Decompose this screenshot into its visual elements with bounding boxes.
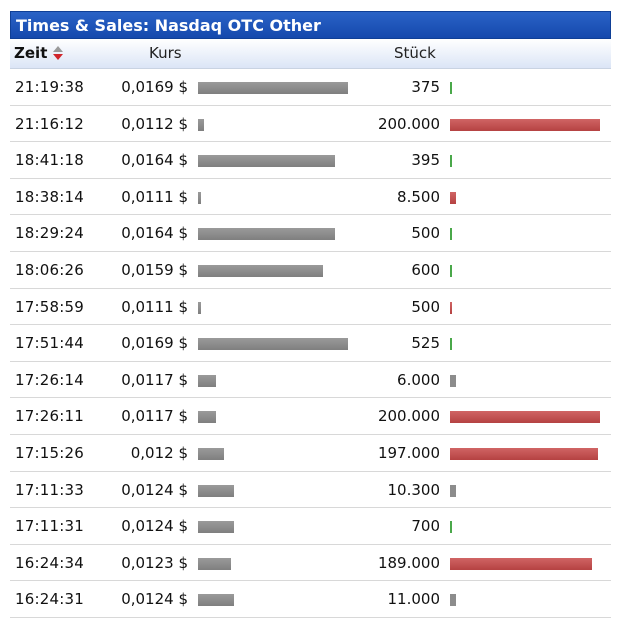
trade-quantity: 500 [411, 297, 440, 316]
trades-list: 21:19:38 0,0169 $ 375 21:16:12 0,0112 $ 200.0… [10, 69, 611, 618]
price-bar [198, 411, 216, 424]
trade-quantity: 600 [411, 260, 440, 279]
column-header-stueck[interactable]: Stück [394, 44, 436, 62]
trade-price: 0,0169 $ [121, 78, 188, 96]
quantity-bar [450, 264, 452, 277]
price-bar [198, 228, 335, 241]
trade-time: 17:26:14 [15, 370, 84, 389]
trade-quantity: 10.300 [387, 480, 441, 499]
trade-time: 17:58:59 [15, 297, 84, 316]
price-bar [198, 557, 231, 570]
table-row: 21:16:12 0,0112 $ 200.000 [10, 106, 611, 143]
trade-time: 17:51:44 [15, 334, 84, 353]
price-bar [198, 191, 201, 204]
quantity-bar [450, 374, 456, 387]
price-bar [198, 82, 348, 94]
trade-price: 0,0117 $ [121, 407, 188, 426]
trade-time: 17:11:31 [15, 517, 84, 536]
trade-quantity: 6.000 [397, 370, 440, 389]
trade-price: 0,0123 $ [121, 553, 188, 572]
trade-price: 0,0112 $ [121, 114, 188, 133]
table-row: 17:58:59 0,0111 $ 500 [10, 289, 611, 326]
trade-quantity: 375 [411, 78, 440, 96]
trade-price: 0,012 $ [130, 443, 188, 462]
table-row: 18:06:26 0,0159 $ 600 [10, 252, 611, 289]
table-row: 17:51:44 0,0169 $ 525 [10, 325, 611, 362]
price-bar [198, 118, 204, 131]
trade-quantity: 700 [411, 517, 440, 536]
quantity-bar [450, 411, 600, 424]
trade-price: 0,0124 $ [121, 517, 188, 536]
price-bar [198, 338, 348, 351]
trade-time: 21:16:12 [15, 114, 84, 133]
column-header-kurs[interactable]: Kurs [149, 44, 182, 62]
trade-quantity: 11.000 [387, 590, 441, 609]
table-row: 18:29:24 0,0164 $ 500 [10, 215, 611, 252]
trade-price: 0,0124 $ [121, 590, 188, 609]
trade-quantity: 8.500 [397, 187, 440, 206]
quantity-bar [450, 447, 598, 460]
trade-quantity: 500 [411, 224, 440, 243]
quantity-bar [450, 484, 456, 497]
trade-quantity: 200.000 [377, 407, 440, 426]
table-row: 17:15:26 0,012 $ 197.000 [10, 435, 611, 472]
quantity-bar [450, 118, 600, 131]
trade-time: 17:15:26 [15, 443, 84, 462]
trade-time: 18:41:18 [15, 151, 84, 170]
quantity-bar [450, 82, 452, 94]
price-bar [198, 521, 234, 534]
table-row: 17:26:14 0,0117 $ 6.000 [10, 362, 611, 399]
price-bar [198, 155, 335, 168]
trade-time: 21:19:38 [15, 78, 84, 96]
quantity-bar [450, 338, 452, 351]
trade-quantity: 525 [411, 334, 440, 353]
quantity-bar [450, 155, 452, 168]
trade-price: 0,0164 $ [121, 224, 188, 243]
trade-price: 0,0164 $ [121, 151, 188, 170]
trade-time: 17:11:33 [15, 480, 84, 499]
trade-price: 0,0111 $ [121, 187, 188, 206]
table-row: 21:19:38 0,0169 $ 375 [10, 69, 611, 106]
table-row: 16:24:34 0,0123 $ 189.000 [10, 545, 611, 582]
trade-time: 16:24:34 [15, 553, 84, 572]
quantity-bar [450, 228, 452, 241]
quantity-bar [450, 521, 452, 534]
trade-time: 17:26:11 [15, 407, 84, 426]
price-bar [198, 301, 201, 314]
trade-quantity: 200.000 [377, 114, 440, 133]
trade-time: 18:29:24 [15, 224, 84, 243]
table-header: Zeit Kurs Stück [10, 39, 611, 69]
price-bar [198, 374, 216, 387]
sort-up-down-icon[interactable] [52, 45, 64, 61]
table-row: 16:24:31 0,0124 $ 11.000 [10, 581, 611, 618]
table-row: 17:11:31 0,0124 $ 700 [10, 508, 611, 545]
trade-price: 0,0124 $ [121, 480, 188, 499]
quantity-bar [450, 594, 456, 607]
widget-title: Times & Sales: Nasdaq OTC Other [10, 11, 611, 39]
price-bar [198, 594, 234, 607]
price-bar [198, 264, 323, 277]
table-row: 17:26:11 0,0117 $ 200.000 [10, 398, 611, 435]
times-and-sales-widget: Times & Sales: Nasdaq OTC Other Zeit Kur… [10, 11, 611, 628]
quantity-bar [450, 191, 456, 204]
trade-time: 16:24:31 [15, 590, 84, 609]
quantity-bar [450, 557, 592, 570]
trade-quantity: 197.000 [377, 443, 440, 462]
column-header-zeit[interactable]: Zeit [14, 44, 48, 62]
quantity-bar [450, 301, 452, 314]
trade-quantity: 189.000 [377, 553, 440, 572]
price-bar [198, 484, 234, 497]
price-bar [198, 447, 224, 460]
trade-time: 18:38:14 [15, 187, 84, 206]
trade-price: 0,0159 $ [121, 260, 188, 279]
table-row: 18:38:14 0,0111 $ 8.500 [10, 179, 611, 216]
table-row: 17:11:33 0,0124 $ 10.300 [10, 472, 611, 509]
trade-price: 0,0117 $ [121, 370, 188, 389]
trade-quantity: 395 [411, 151, 440, 170]
table-row: 18:41:18 0,0164 $ 395 [10, 142, 611, 179]
trade-time: 18:06:26 [15, 260, 84, 279]
trade-price: 0,0111 $ [121, 297, 188, 316]
trade-price: 0,0169 $ [121, 334, 188, 353]
